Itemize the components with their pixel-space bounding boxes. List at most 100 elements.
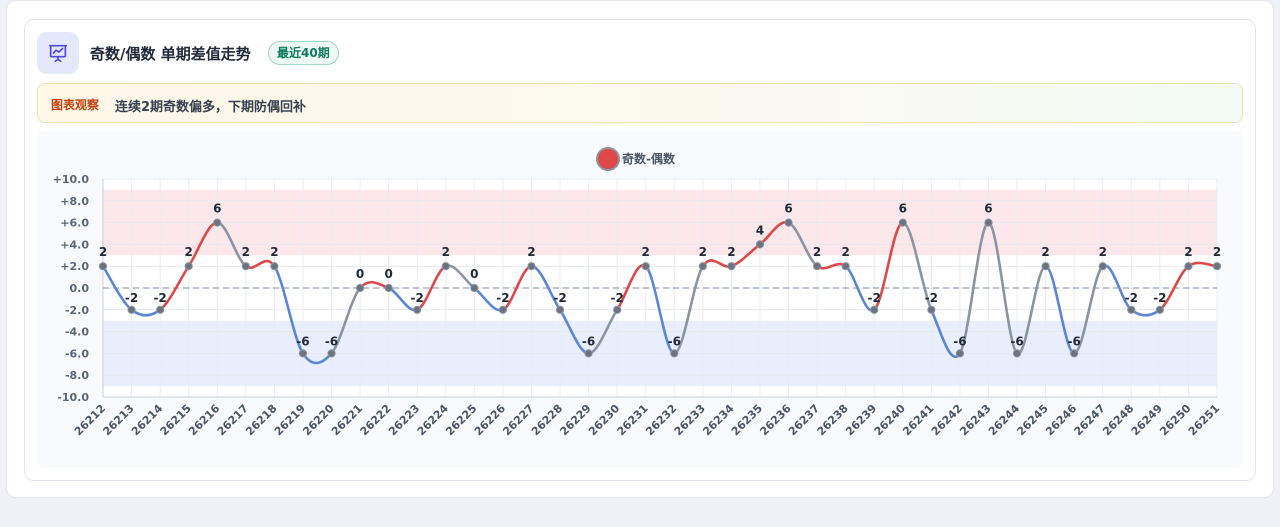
data-label: 2 (813, 245, 821, 259)
x-tick-label: 26248 (1100, 402, 1136, 438)
data-point (841, 262, 850, 271)
data-point (641, 262, 650, 271)
data-label: 2 (185, 245, 193, 259)
x-tick-label: 26218 (243, 402, 279, 438)
data-point (813, 262, 822, 271)
x-tick-label: 26238 (815, 402, 851, 438)
data-point (98, 262, 108, 271)
data-point (955, 349, 965, 358)
data-point (327, 349, 336, 358)
data-label: 6 (784, 202, 792, 216)
data-point (584, 349, 593, 358)
x-tick-label: 26227 (500, 402, 536, 438)
data-point (613, 305, 622, 314)
x-tick-label: 26237 (786, 402, 822, 438)
x-tick-label: 26233 (672, 402, 708, 438)
y-tick-label: +10.0 (53, 173, 90, 186)
y-tick-label: +2.0 (60, 260, 89, 273)
data-label: 2 (1213, 245, 1221, 259)
series-line-segment (1044, 264, 1076, 355)
y-tick-label: -4.0 (65, 326, 89, 339)
y-tick-label: -10.0 (57, 391, 89, 404)
presentation-chart-icon (37, 32, 79, 74)
x-tick-label: 26247 (1072, 402, 1108, 438)
x-tick-label: 26219 (272, 402, 308, 438)
data-point (927, 305, 936, 314)
data-label: 6 (213, 202, 221, 216)
y-tick-label: 0.0 (70, 282, 90, 295)
x-tick-label: 26245 (1014, 402, 1050, 438)
x-tick-label: 26235 (729, 402, 765, 438)
data-label: -2 (553, 291, 566, 305)
data-label: -2 (153, 291, 166, 305)
data-label: 2 (527, 245, 535, 259)
data-label: 6 (899, 202, 907, 216)
data-label: 6 (984, 202, 992, 216)
y-tick-label: +6.0 (60, 217, 89, 230)
data-label: 0 (356, 267, 364, 281)
data-label: 4 (756, 223, 764, 237)
legend-swatch (596, 147, 620, 171)
insight-label: 图表观察 (51, 98, 100, 112)
data-label: 2 (1041, 245, 1049, 259)
data-label: -2 (411, 291, 424, 305)
data-label: 2 (99, 245, 107, 259)
data-label: 0 (470, 267, 478, 281)
x-tick-label: 26213 (100, 402, 136, 438)
chart-title: 奇数/偶数 单期差值走势 (90, 45, 251, 63)
x-tick-label: 26229 (557, 402, 593, 438)
x-tick-label: 26223 (386, 402, 422, 438)
data-point (241, 262, 250, 271)
data-point (1184, 262, 1193, 271)
data-point (184, 262, 193, 271)
data-point (784, 218, 793, 227)
x-tick-label: 26222 (358, 402, 394, 438)
x-tick-label: 26212 (72, 402, 108, 438)
insight-text: 连续2期奇数偏多，下期防偶回补 (115, 100, 307, 115)
data-point (127, 305, 136, 314)
data-point (270, 262, 279, 271)
x-tick-label: 26251 (1186, 402, 1222, 438)
data-label: -2 (125, 291, 138, 305)
data-label: 0 (384, 267, 392, 281)
data-point (527, 262, 536, 271)
x-tick-label: 26241 (900, 402, 936, 438)
series-line-segment (330, 286, 362, 355)
data-point (384, 283, 393, 293)
data-point (727, 262, 736, 271)
y-tick-label: -2.0 (65, 304, 89, 317)
x-tick-label: 26239 (843, 402, 879, 438)
data-label: -2 (496, 291, 509, 305)
data-point (755, 240, 765, 249)
data-label: 2 (642, 245, 650, 259)
data-point (1127, 305, 1136, 314)
data-label: -6 (1010, 334, 1023, 348)
data-point (1155, 305, 1164, 314)
data-label: 2 (727, 245, 735, 259)
x-tick-label: 26242 (929, 402, 965, 438)
data-point (213, 218, 222, 227)
y-tick-label: +8.0 (60, 195, 89, 208)
period-badge: 最近40期 (268, 41, 339, 65)
y-tick-label: -8.0 (65, 369, 89, 382)
data-point (698, 262, 707, 271)
x-tick-label: 26249 (1129, 402, 1165, 438)
data-label: -6 (325, 334, 338, 348)
data-point (1212, 262, 1222, 271)
data-point (1098, 262, 1107, 271)
legend-label: 奇数-偶数 (622, 151, 676, 166)
x-tick-label: 26228 (529, 402, 565, 438)
data-label: 2 (1099, 245, 1107, 259)
x-tick-label: 26221 (329, 402, 365, 438)
x-tick-label: 26225 (443, 402, 479, 438)
x-tick-label: 26217 (215, 402, 251, 438)
insight-banner: 图表观察 连续2期奇数偏多，下期防偶回补 (37, 83, 1243, 123)
data-point (298, 349, 308, 358)
data-label: 2 (1184, 245, 1192, 259)
data-point (555, 305, 565, 314)
data-label: -6 (296, 334, 309, 348)
data-point (355, 283, 365, 293)
data-point (470, 283, 479, 293)
data-label: -2 (925, 291, 938, 305)
data-point (984, 218, 993, 227)
